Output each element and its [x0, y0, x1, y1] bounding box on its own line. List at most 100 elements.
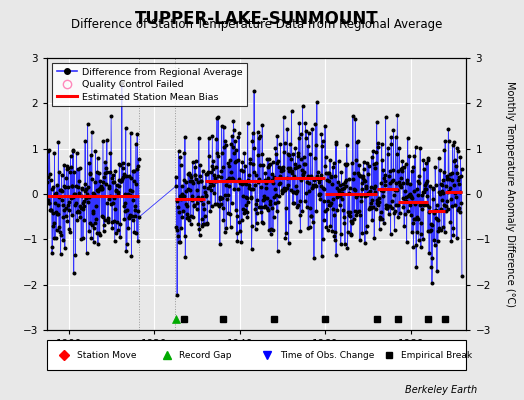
Point	[341, 241, 349, 247]
Point	[378, 216, 386, 222]
Point	[394, 213, 402, 220]
Point	[68, 182, 77, 189]
Point	[274, 198, 282, 205]
Point	[81, 181, 89, 188]
Point	[129, 178, 138, 184]
Point	[47, 207, 55, 213]
Point	[361, 178, 369, 184]
Point	[322, 153, 330, 160]
Point	[441, 183, 450, 189]
Point	[450, 182, 458, 188]
Point	[315, 176, 324, 182]
Point	[116, 234, 124, 240]
Point	[219, 217, 227, 224]
Point	[247, 246, 256, 252]
Point	[101, 159, 110, 165]
Point	[66, 228, 74, 235]
Point	[212, 135, 221, 142]
Point	[128, 212, 136, 219]
Point	[400, 188, 409, 194]
Point	[339, 190, 347, 197]
Point	[102, 169, 111, 175]
Point	[351, 187, 359, 194]
Point	[241, 150, 249, 156]
Point	[392, 202, 400, 208]
Point	[250, 182, 259, 188]
Point	[432, 202, 441, 208]
Point	[363, 223, 371, 229]
Point	[182, 179, 190, 185]
Point	[312, 142, 320, 148]
Point	[114, 182, 123, 189]
Point	[252, 226, 260, 232]
Point	[190, 164, 199, 170]
Point	[387, 204, 396, 211]
Point	[228, 132, 236, 139]
Point	[192, 196, 200, 202]
Point	[376, 216, 385, 222]
Point	[52, 190, 60, 196]
Point	[235, 219, 244, 225]
Point	[329, 164, 337, 170]
Point	[328, 200, 336, 206]
Point	[256, 162, 264, 169]
Point	[46, 207, 54, 213]
Point	[332, 141, 341, 147]
Point	[67, 164, 75, 170]
Point	[130, 168, 138, 174]
Point	[372, 206, 380, 212]
Point	[340, 185, 348, 192]
Point	[187, 174, 195, 181]
Point	[122, 173, 130, 179]
Point	[128, 188, 136, 194]
Point	[68, 212, 76, 218]
Point	[269, 214, 278, 220]
Point	[303, 173, 312, 180]
Point	[374, 144, 382, 150]
Point	[306, 224, 314, 230]
Point	[183, 211, 192, 217]
Point	[119, 202, 128, 209]
Point	[67, 153, 75, 160]
Point	[254, 152, 262, 158]
Point	[377, 187, 385, 194]
Legend: Difference from Regional Average, Quality Control Failed, Estimated Station Mean: Difference from Regional Average, Qualit…	[52, 63, 247, 106]
Point	[101, 217, 110, 224]
Point	[399, 204, 407, 210]
Point	[271, 186, 279, 193]
Point	[233, 213, 241, 219]
Point	[335, 186, 343, 193]
Point	[390, 227, 399, 233]
Point	[419, 156, 428, 163]
Point	[115, 176, 123, 183]
Point	[288, 188, 297, 195]
Point	[50, 235, 58, 241]
Point	[340, 220, 348, 226]
Point	[56, 229, 64, 236]
Point	[418, 192, 426, 198]
Point	[199, 220, 208, 227]
Point	[380, 181, 389, 188]
Point	[99, 179, 107, 186]
Point	[89, 210, 97, 216]
Point	[389, 127, 398, 134]
Point	[58, 196, 67, 203]
Point	[180, 150, 189, 156]
Point	[319, 138, 327, 145]
Point	[440, 147, 449, 153]
Point	[372, 149, 380, 156]
Point	[272, 150, 280, 157]
Point	[368, 217, 376, 224]
Point	[201, 171, 210, 177]
Point	[395, 179, 403, 185]
Point	[457, 166, 466, 172]
Point	[94, 186, 103, 192]
Point	[334, 192, 342, 198]
Point	[449, 225, 457, 231]
Point	[427, 227, 435, 234]
Point	[456, 189, 464, 196]
Point	[111, 168, 119, 174]
Point	[354, 207, 363, 214]
Point	[408, 229, 416, 236]
Point	[254, 128, 262, 135]
